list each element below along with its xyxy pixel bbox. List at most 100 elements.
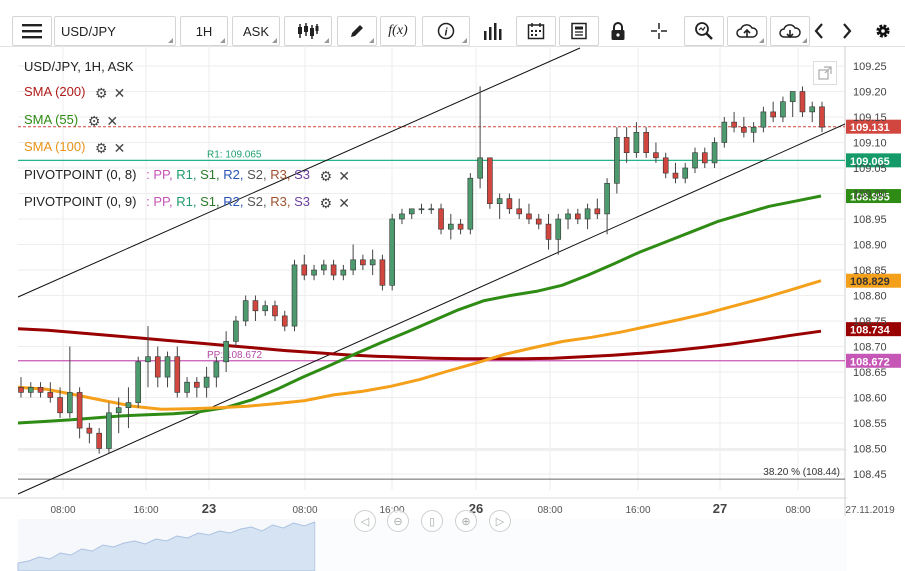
nav-prev-button[interactable]: ◁	[354, 510, 376, 532]
candle-bull	[242, 300, 249, 322]
candle-bull	[780, 101, 786, 118]
y-tick-label: 108.95	[853, 214, 887, 226]
zoom-button[interactable]	[684, 16, 724, 46]
price-chart[interactable]: R1: 109.065 PP: 108.672 38.20 % (108.44) 1…	[0, 46, 905, 571]
nav-zoom-out-button[interactable]: ⊖	[387, 510, 409, 532]
pivot-sep: :	[146, 194, 150, 209]
gear-icon[interactable]: ⚙	[319, 194, 333, 211]
close-icon[interactable]: ✕	[338, 194, 350, 211]
candle-bear	[643, 132, 649, 154]
news-button[interactable]	[559, 16, 599, 46]
nav-reset-button[interactable]: ▯	[421, 510, 443, 532]
upload-button[interactable]	[727, 16, 767, 46]
candle-bear	[487, 157, 493, 205]
scroll-right-button[interactable]	[836, 16, 858, 46]
price-type-label: ASK	[242, 23, 269, 39]
gear-icon[interactable]: ⚙	[87, 112, 101, 129]
upload-icon	[736, 24, 758, 38]
navigator-panel[interactable]	[17, 519, 847, 571]
y-tick-label: 108.55	[853, 418, 887, 430]
volume-bars-icon	[484, 23, 502, 40]
crosshair-button[interactable]	[645, 16, 673, 46]
indicators-button[interactable]: f(x)	[380, 16, 416, 46]
candle-bear	[516, 208, 522, 215]
y-tick-label: 109.20	[853, 87, 887, 99]
settings-button[interactable]	[871, 16, 895, 46]
gear-icon[interactable]: ⚙	[95, 84, 108, 101]
dropdown-corner-icon	[802, 38, 807, 43]
pivot-s1: S1,	[200, 194, 220, 209]
candle-bear	[506, 198, 513, 210]
candle-bear	[18, 386, 24, 393]
candle-bear	[194, 381, 200, 388]
legend-pivot-2: PIVOTPOINT (0, 9) : PP, R1, S1, R2, S2, …	[24, 194, 350, 211]
nav-zoom-in-button[interactable]: ⊕	[455, 510, 477, 532]
time-axis: 08:0016:002308:0016:002608:0016:002708:0…	[50, 501, 895, 516]
pivot-r2: R2,	[223, 167, 244, 182]
x-tick-label: 08:00	[292, 505, 317, 516]
lock-button[interactable]	[604, 16, 632, 46]
candle-bear	[535, 218, 542, 225]
candle-bear	[252, 300, 259, 312]
info-button[interactable]: i	[422, 16, 470, 46]
candle-bull	[135, 361, 142, 403]
candle-bull	[203, 376, 210, 388]
candle-bull	[721, 121, 728, 143]
grid	[0, 46, 847, 516]
scroll-left-button[interactable]	[808, 16, 830, 46]
candle-bull	[418, 208, 425, 211]
pivot-r2: R2,	[223, 194, 244, 209]
close-icon[interactable]: ✕	[113, 139, 126, 156]
candle-bear	[672, 172, 679, 179]
pivot2-label: PIVOTPOINT (0, 9)	[24, 194, 137, 209]
sma-line-100	[17, 279, 822, 411]
candle-bull	[760, 111, 767, 128]
y-tick-label: 109.00	[853, 189, 887, 201]
candle-bear	[379, 259, 386, 286]
calendar-button[interactable]	[516, 16, 556, 46]
price-tag-label: 108.672	[850, 356, 890, 368]
candle-bull	[614, 137, 620, 184]
timeframe-select[interactable]: 1H	[180, 16, 228, 46]
candle-bull	[340, 269, 347, 276]
volume-button[interactable]	[478, 16, 508, 46]
gear-icon[interactable]: ⚙	[319, 167, 333, 184]
candle-bull	[496, 198, 503, 205]
candle-bear	[272, 305, 278, 317]
nav-next-button[interactable]: ▷	[489, 510, 511, 532]
pivot-s3: S3	[294, 194, 310, 209]
y-tick-label: 109.15	[853, 112, 887, 124]
candle-bull	[399, 213, 405, 220]
close-icon[interactable]: ✕	[113, 84, 126, 101]
candle-bull	[408, 208, 415, 215]
draw-button[interactable]	[337, 16, 377, 46]
menu-button[interactable]	[12, 16, 52, 46]
symbol-select[interactable]: USD/JPY	[54, 16, 176, 46]
symbol-label: USD/JPY	[61, 23, 116, 39]
candle-bear	[653, 152, 659, 159]
close-icon[interactable]: ✕	[106, 112, 119, 129]
candle-bull	[389, 218, 395, 286]
pivot-r3: R3,	[270, 167, 291, 182]
chart-type-button[interactable]	[284, 16, 332, 46]
price-tag	[846, 189, 901, 204]
pivot-r1: R1,	[176, 194, 197, 209]
info-icon: i	[437, 22, 455, 40]
trend-channel-lower	[17, 123, 846, 495]
gear-icon[interactable]: ⚙	[95, 139, 108, 156]
navigator-area	[17, 521, 316, 571]
pivot-sep: :	[146, 167, 150, 182]
news-icon	[571, 22, 587, 40]
expand-button[interactable]	[813, 61, 837, 85]
download-button[interactable]	[770, 16, 810, 46]
close-icon[interactable]: ✕	[338, 167, 350, 184]
x-tick-label: 08:00	[785, 505, 810, 516]
candle-bear	[526, 213, 532, 220]
chart-area[interactable]: R1: 109.065 PP: 108.672 38.20 % (108.44) 1…	[0, 46, 905, 571]
x-tick-label: 16:00	[625, 505, 650, 516]
price-type-select[interactable]: ASK	[232, 16, 280, 46]
candle-bull	[106, 412, 112, 449]
candle-bear	[76, 392, 83, 429]
candle-bull	[115, 407, 122, 414]
svg-text:i: i	[444, 27, 448, 39]
